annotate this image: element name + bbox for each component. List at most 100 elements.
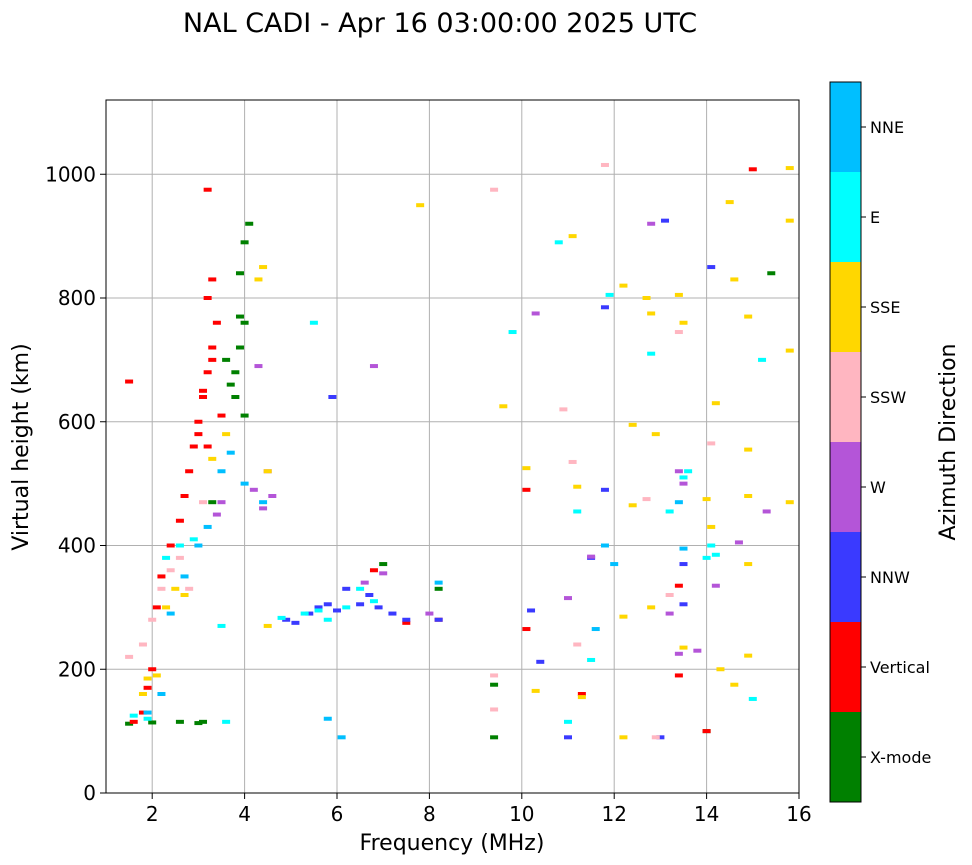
data-point: [702, 729, 711, 734]
data-point: [323, 617, 332, 622]
data-point: [674, 651, 683, 656]
data-point: [217, 469, 226, 474]
data-point: [679, 481, 688, 486]
data-point: [240, 240, 249, 245]
data-point: [194, 419, 203, 424]
data-point: [143, 710, 152, 715]
data-point: [702, 555, 711, 560]
data-point: [249, 487, 258, 492]
data-point: [748, 167, 757, 172]
data-point: [665, 593, 674, 597]
data-point: [217, 500, 226, 505]
y-tick-label: 800: [58, 286, 96, 310]
data-point: [314, 605, 323, 610]
data-point: [642, 296, 651, 300]
colorbar-label: SSW: [870, 388, 906, 407]
data-point: [619, 283, 628, 288]
data-point: [600, 162, 609, 167]
grid-lines: [106, 100, 800, 794]
colorbar-title: Azimuth Direction: [936, 343, 961, 540]
data-point: [166, 543, 175, 548]
data-point: [194, 432, 203, 437]
data-point: [208, 345, 217, 350]
data-point: [203, 187, 212, 192]
data-point: [365, 593, 374, 597]
data-point: [600, 543, 609, 548]
data-point: [434, 580, 443, 585]
data-point: [647, 351, 656, 356]
data-point: [762, 509, 771, 514]
x-tick-label: 16: [786, 802, 811, 826]
data-point: [730, 682, 739, 687]
data-point: [323, 602, 332, 607]
data-point: [490, 707, 499, 712]
data-point: [203, 524, 212, 529]
data-points: [125, 162, 794, 740]
data-point: [337, 735, 346, 740]
data-point: [785, 348, 794, 353]
data-point: [647, 311, 656, 316]
data-point: [379, 562, 388, 567]
data-point: [235, 271, 244, 276]
y-tick-label: 400: [58, 534, 96, 558]
colorbar-label: E: [870, 208, 880, 227]
data-point: [490, 673, 499, 678]
series-sse: [138, 166, 794, 740]
data-point: [175, 543, 184, 548]
data-point: [254, 364, 263, 369]
series-vertical: [125, 167, 757, 734]
data-point: [665, 509, 674, 514]
data-point: [217, 623, 226, 628]
data-point: [425, 611, 434, 616]
data-point: [416, 203, 425, 208]
x-axis-ticks: 2 4 6 8 10 12 14 16: [146, 793, 812, 826]
data-point: [693, 648, 702, 653]
colorbar-label: X-mode: [870, 748, 931, 767]
series-nne: [143, 450, 688, 740]
data-point: [356, 602, 365, 607]
data-point: [587, 554, 596, 559]
data-point: [725, 200, 734, 205]
series-ssw: [125, 162, 716, 740]
data-point: [226, 382, 235, 387]
data-point: [619, 614, 628, 619]
data-point: [651, 432, 660, 437]
data-point: [277, 615, 286, 620]
x-tick-label: 10: [509, 802, 534, 826]
data-point: [531, 311, 540, 316]
x-tick-label: 2: [146, 802, 159, 826]
data-point: [568, 234, 577, 239]
data-point: [785, 500, 794, 505]
data-point: [522, 466, 531, 471]
data-point: [707, 441, 716, 446]
data-point: [360, 580, 369, 585]
data-point: [388, 611, 397, 616]
data-point: [259, 506, 268, 511]
data-point: [143, 685, 152, 690]
colorbar-label: NNW: [870, 568, 910, 587]
data-point: [171, 586, 180, 591]
data-point: [175, 555, 184, 560]
data-point: [175, 518, 184, 523]
data-point: [235, 314, 244, 319]
data-point: [499, 404, 508, 409]
data-point: [185, 586, 194, 591]
x-tick-label: 14: [694, 802, 719, 826]
data-point: [744, 447, 753, 452]
data-point: [162, 605, 171, 610]
colorbar-segment: [830, 622, 861, 712]
data-point: [656, 735, 665, 740]
colorbar-segment: [830, 262, 861, 352]
data-point: [490, 735, 499, 740]
data-point: [758, 357, 767, 362]
chart-title: NAL CADI - Apr 16 03:00:00 2025 UTC: [183, 8, 697, 39]
data-point: [647, 221, 656, 226]
data-point: [702, 497, 711, 502]
colorbar-segment: [830, 442, 861, 532]
data-point: [231, 395, 240, 399]
data-point: [628, 503, 637, 508]
data-point: [679, 645, 688, 650]
data-point: [212, 320, 221, 325]
data-point: [434, 617, 443, 622]
